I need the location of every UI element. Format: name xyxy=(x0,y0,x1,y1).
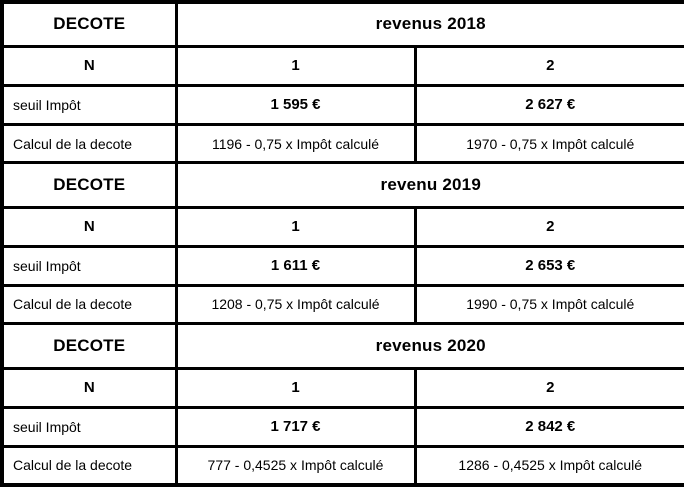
n-label-2018: N xyxy=(0,44,178,87)
seuil-label-2018: seuil Impôt xyxy=(0,83,178,126)
table-row-seuil-2019: seuil Impôt 1 611 € 2 653 € xyxy=(0,244,684,287)
table-row-n-2019: N 1 2 xyxy=(0,205,684,248)
table-row-calcul-2020: Calcul de la decote 777 - 0,4525 x Impôt… xyxy=(0,444,684,487)
calcul-formula-2018-1: 1196 - 0,75 x Impôt calculé xyxy=(174,122,417,165)
decote-label-2020: DECOTE xyxy=(0,322,178,370)
table-row-header-2019: DECOTE revenu 2019 xyxy=(0,161,684,209)
table-row-n-2020: N 1 2 xyxy=(0,366,684,409)
table-row-header-2018: DECOTE revenus 2018 xyxy=(0,0,684,48)
year-header-2020: revenus 2020 xyxy=(174,322,684,370)
seuil-label-2020: seuil Impôt xyxy=(0,405,178,448)
seuil-value-2020-2: 2 842 € xyxy=(413,405,684,448)
n-value-2018-1: 1 xyxy=(174,44,417,87)
n-label-2020: N xyxy=(0,366,178,409)
table-row-calcul-2018: Calcul de la decote 1196 - 0,75 x Impôt … xyxy=(0,122,684,165)
seuil-label-2019: seuil Impôt xyxy=(0,244,178,287)
n-value-2020-1: 1 xyxy=(174,366,417,409)
n-value-2019-1: 1 xyxy=(174,205,417,248)
calcul-formula-2018-2: 1970 - 0,75 x Impôt calculé xyxy=(413,122,684,165)
seuil-value-2020-1: 1 717 € xyxy=(174,405,417,448)
table-row-calcul-2019: Calcul de la decote 1208 - 0,75 x Impôt … xyxy=(0,283,684,326)
calcul-formula-2020-1: 777 - 0,4525 x Impôt calculé xyxy=(174,444,417,487)
seuil-value-2018-1: 1 595 € xyxy=(174,83,417,126)
year-header-2019: revenu 2019 xyxy=(174,161,684,209)
table-row-seuil-2020: seuil Impôt 1 717 € 2 842 € xyxy=(0,405,684,448)
decote-label-2019: DECOTE xyxy=(0,161,178,209)
n-label-2019: N xyxy=(0,205,178,248)
calcul-label-2018: Calcul de la decote xyxy=(0,122,178,165)
table-row-header-2020: DECOTE revenus 2020 xyxy=(0,322,684,370)
calcul-label-2019: Calcul de la decote xyxy=(0,283,178,326)
decote-label-2018: DECOTE xyxy=(0,0,178,48)
seuil-value-2018-2: 2 627 € xyxy=(413,83,684,126)
n-value-2019-2: 2 xyxy=(413,205,684,248)
table-row-n-2018: N 1 2 xyxy=(0,44,684,87)
calcul-label-2020: Calcul de la decote xyxy=(0,444,178,487)
calcul-formula-2019-1: 1208 - 0,75 x Impôt calculé xyxy=(174,283,417,326)
calcul-formula-2019-2: 1990 - 0,75 x Impôt calculé xyxy=(413,283,684,326)
year-header-2018: revenus 2018 xyxy=(174,0,684,48)
seuil-value-2019-2: 2 653 € xyxy=(413,244,684,287)
calcul-formula-2020-2: 1286 - 0,4525 x Impôt calculé xyxy=(413,444,684,487)
n-value-2018-2: 2 xyxy=(413,44,684,87)
n-value-2020-2: 2 xyxy=(413,366,684,409)
seuil-value-2019-1: 1 611 € xyxy=(174,244,417,287)
table-row-seuil-2018: seuil Impôt 1 595 € 2 627 € xyxy=(0,83,684,126)
